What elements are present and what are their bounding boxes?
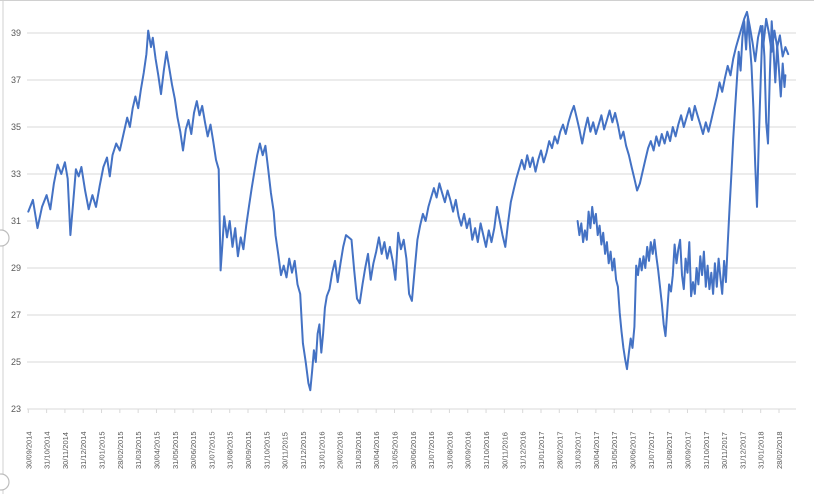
x-axis-label: 31/01/2017 bbox=[537, 431, 546, 469]
x-axis-label: 31/07/2016 bbox=[427, 431, 436, 469]
x-axis-label: 28/02/2015 bbox=[116, 431, 125, 469]
x-axis-label: 31/10/2016 bbox=[482, 431, 491, 469]
x-axis-label: 31/03/2016 bbox=[354, 431, 363, 469]
x-axis-label: 30/09/2015 bbox=[244, 431, 253, 469]
x-axis-label: 28/02/2018 bbox=[775, 431, 784, 469]
plot-series bbox=[27, 10, 790, 392]
y-axis-label-33: 33 bbox=[11, 169, 21, 179]
x-axis-label: 31/07/2017 bbox=[647, 431, 656, 469]
x-axis-label: 30/04/2017 bbox=[592, 431, 601, 469]
y-axis-labels: 39 37 35 33 31 29 27 25 23 bbox=[11, 28, 21, 414]
y-axis-label-39: 39 bbox=[11, 28, 21, 38]
x-axis-label: 31/07/2015 bbox=[207, 431, 216, 469]
gridlines bbox=[27, 32, 796, 410]
series_2-line bbox=[576, 15, 787, 371]
x-axis-ticks bbox=[27, 409, 780, 413]
y-axis-label-37: 37 bbox=[11, 75, 21, 85]
x-axis-label: 30/04/2015 bbox=[152, 431, 161, 469]
x-axis-label: 29/02/2016 bbox=[336, 431, 345, 469]
x-axis-label: 31/05/2017 bbox=[610, 431, 619, 469]
x-axis-label: 31/12/2016 bbox=[519, 431, 528, 469]
x-axis-label: 30/11/2017 bbox=[720, 432, 729, 469]
x-axis-label: 28/02/2017 bbox=[555, 431, 564, 469]
series_1-line bbox=[27, 10, 790, 392]
x-axis-label: 31/08/2016 bbox=[445, 431, 454, 469]
x-axis-label: 31/12/2014 bbox=[79, 431, 88, 469]
x-axis-label: 30/09/2016 bbox=[464, 431, 473, 469]
x-axis-label: 30/11/2016 bbox=[500, 432, 509, 469]
x-axis-label: 30/06/2017 bbox=[629, 431, 638, 469]
x-axis-label: 30/11/2014 bbox=[61, 432, 70, 469]
x-axis-label: 30/06/2015 bbox=[189, 431, 198, 469]
x-axis-label: 31/08/2015 bbox=[226, 431, 235, 469]
x-axis-label: 30/09/2017 bbox=[683, 431, 692, 469]
x-axis-label: 31/12/2015 bbox=[299, 431, 308, 469]
x-axis-label: 31/10/2015 bbox=[262, 431, 271, 469]
y-axis-label-31: 31 bbox=[11, 216, 21, 226]
x-axis-label: 31/12/2017 bbox=[738, 431, 747, 469]
x-axis-label: 31/03/2017 bbox=[574, 431, 583, 469]
x-axis-label: 30/06/2016 bbox=[409, 431, 418, 469]
x-axis-label: 31/08/2017 bbox=[665, 431, 674, 469]
x-axis-labels: 30/09/2014 31/10/2014 30/11/2014 31/12/2014… bbox=[24, 431, 784, 469]
x-axis-label: 31/01/2016 bbox=[317, 431, 326, 469]
x-axis-label: 31/01/2015 bbox=[98, 431, 107, 469]
y-axis-label-29: 29 bbox=[11, 263, 21, 273]
x-axis-label: 31/01/2018 bbox=[757, 431, 766, 469]
resize-handle-bottom-left[interactable] bbox=[0, 473, 10, 491]
x-axis-label: 30/09/2014 bbox=[24, 431, 33, 469]
y-axis-label-23: 23 bbox=[11, 404, 21, 414]
x-axis-label: 31/03/2015 bbox=[134, 431, 143, 469]
y-axis-label-25: 25 bbox=[11, 357, 21, 367]
x-axis-label: 31/05/2015 bbox=[171, 431, 180, 469]
x-axis-label: 31/10/2017 bbox=[702, 431, 711, 469]
y-axis-label-27: 27 bbox=[11, 310, 21, 320]
x-axis-label: 31/10/2014 bbox=[43, 431, 52, 469]
resize-handle-mid-left[interactable] bbox=[0, 229, 10, 247]
x-axis-label: 30/11/2015 bbox=[281, 432, 290, 469]
y-axis-label-35: 35 bbox=[11, 122, 21, 132]
x-axis-label: 31/05/2016 bbox=[391, 431, 400, 469]
x-axis-label: 30/04/2016 bbox=[372, 431, 381, 469]
